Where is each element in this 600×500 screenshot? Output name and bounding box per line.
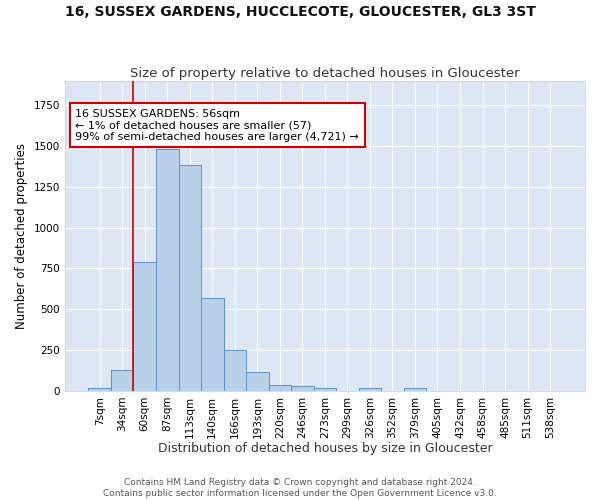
Title: Size of property relative to detached houses in Gloucester: Size of property relative to detached ho… — [130, 66, 520, 80]
Bar — [314, 388, 336, 391]
X-axis label: Distribution of detached houses by size in Gloucester: Distribution of detached houses by size … — [158, 442, 492, 455]
Bar — [179, 164, 201, 391]
Bar — [359, 388, 381, 391]
Bar — [201, 298, 224, 391]
Bar — [156, 149, 179, 391]
Bar — [224, 350, 246, 391]
Bar — [269, 385, 291, 391]
Bar — [246, 372, 269, 391]
Bar — [133, 262, 156, 391]
Bar — [88, 388, 111, 391]
Bar — [111, 370, 133, 391]
Text: 16 SUSSEX GARDENS: 56sqm
← 1% of detached houses are smaller (57)
99% of semi-de: 16 SUSSEX GARDENS: 56sqm ← 1% of detache… — [75, 108, 359, 142]
Text: 16, SUSSEX GARDENS, HUCCLECOTE, GLOUCESTER, GL3 3ST: 16, SUSSEX GARDENS, HUCCLECOTE, GLOUCEST… — [65, 5, 535, 19]
Bar — [291, 386, 314, 391]
Text: Contains HM Land Registry data © Crown copyright and database right 2024.
Contai: Contains HM Land Registry data © Crown c… — [103, 478, 497, 498]
Bar — [404, 388, 426, 391]
Y-axis label: Number of detached properties: Number of detached properties — [15, 143, 28, 329]
